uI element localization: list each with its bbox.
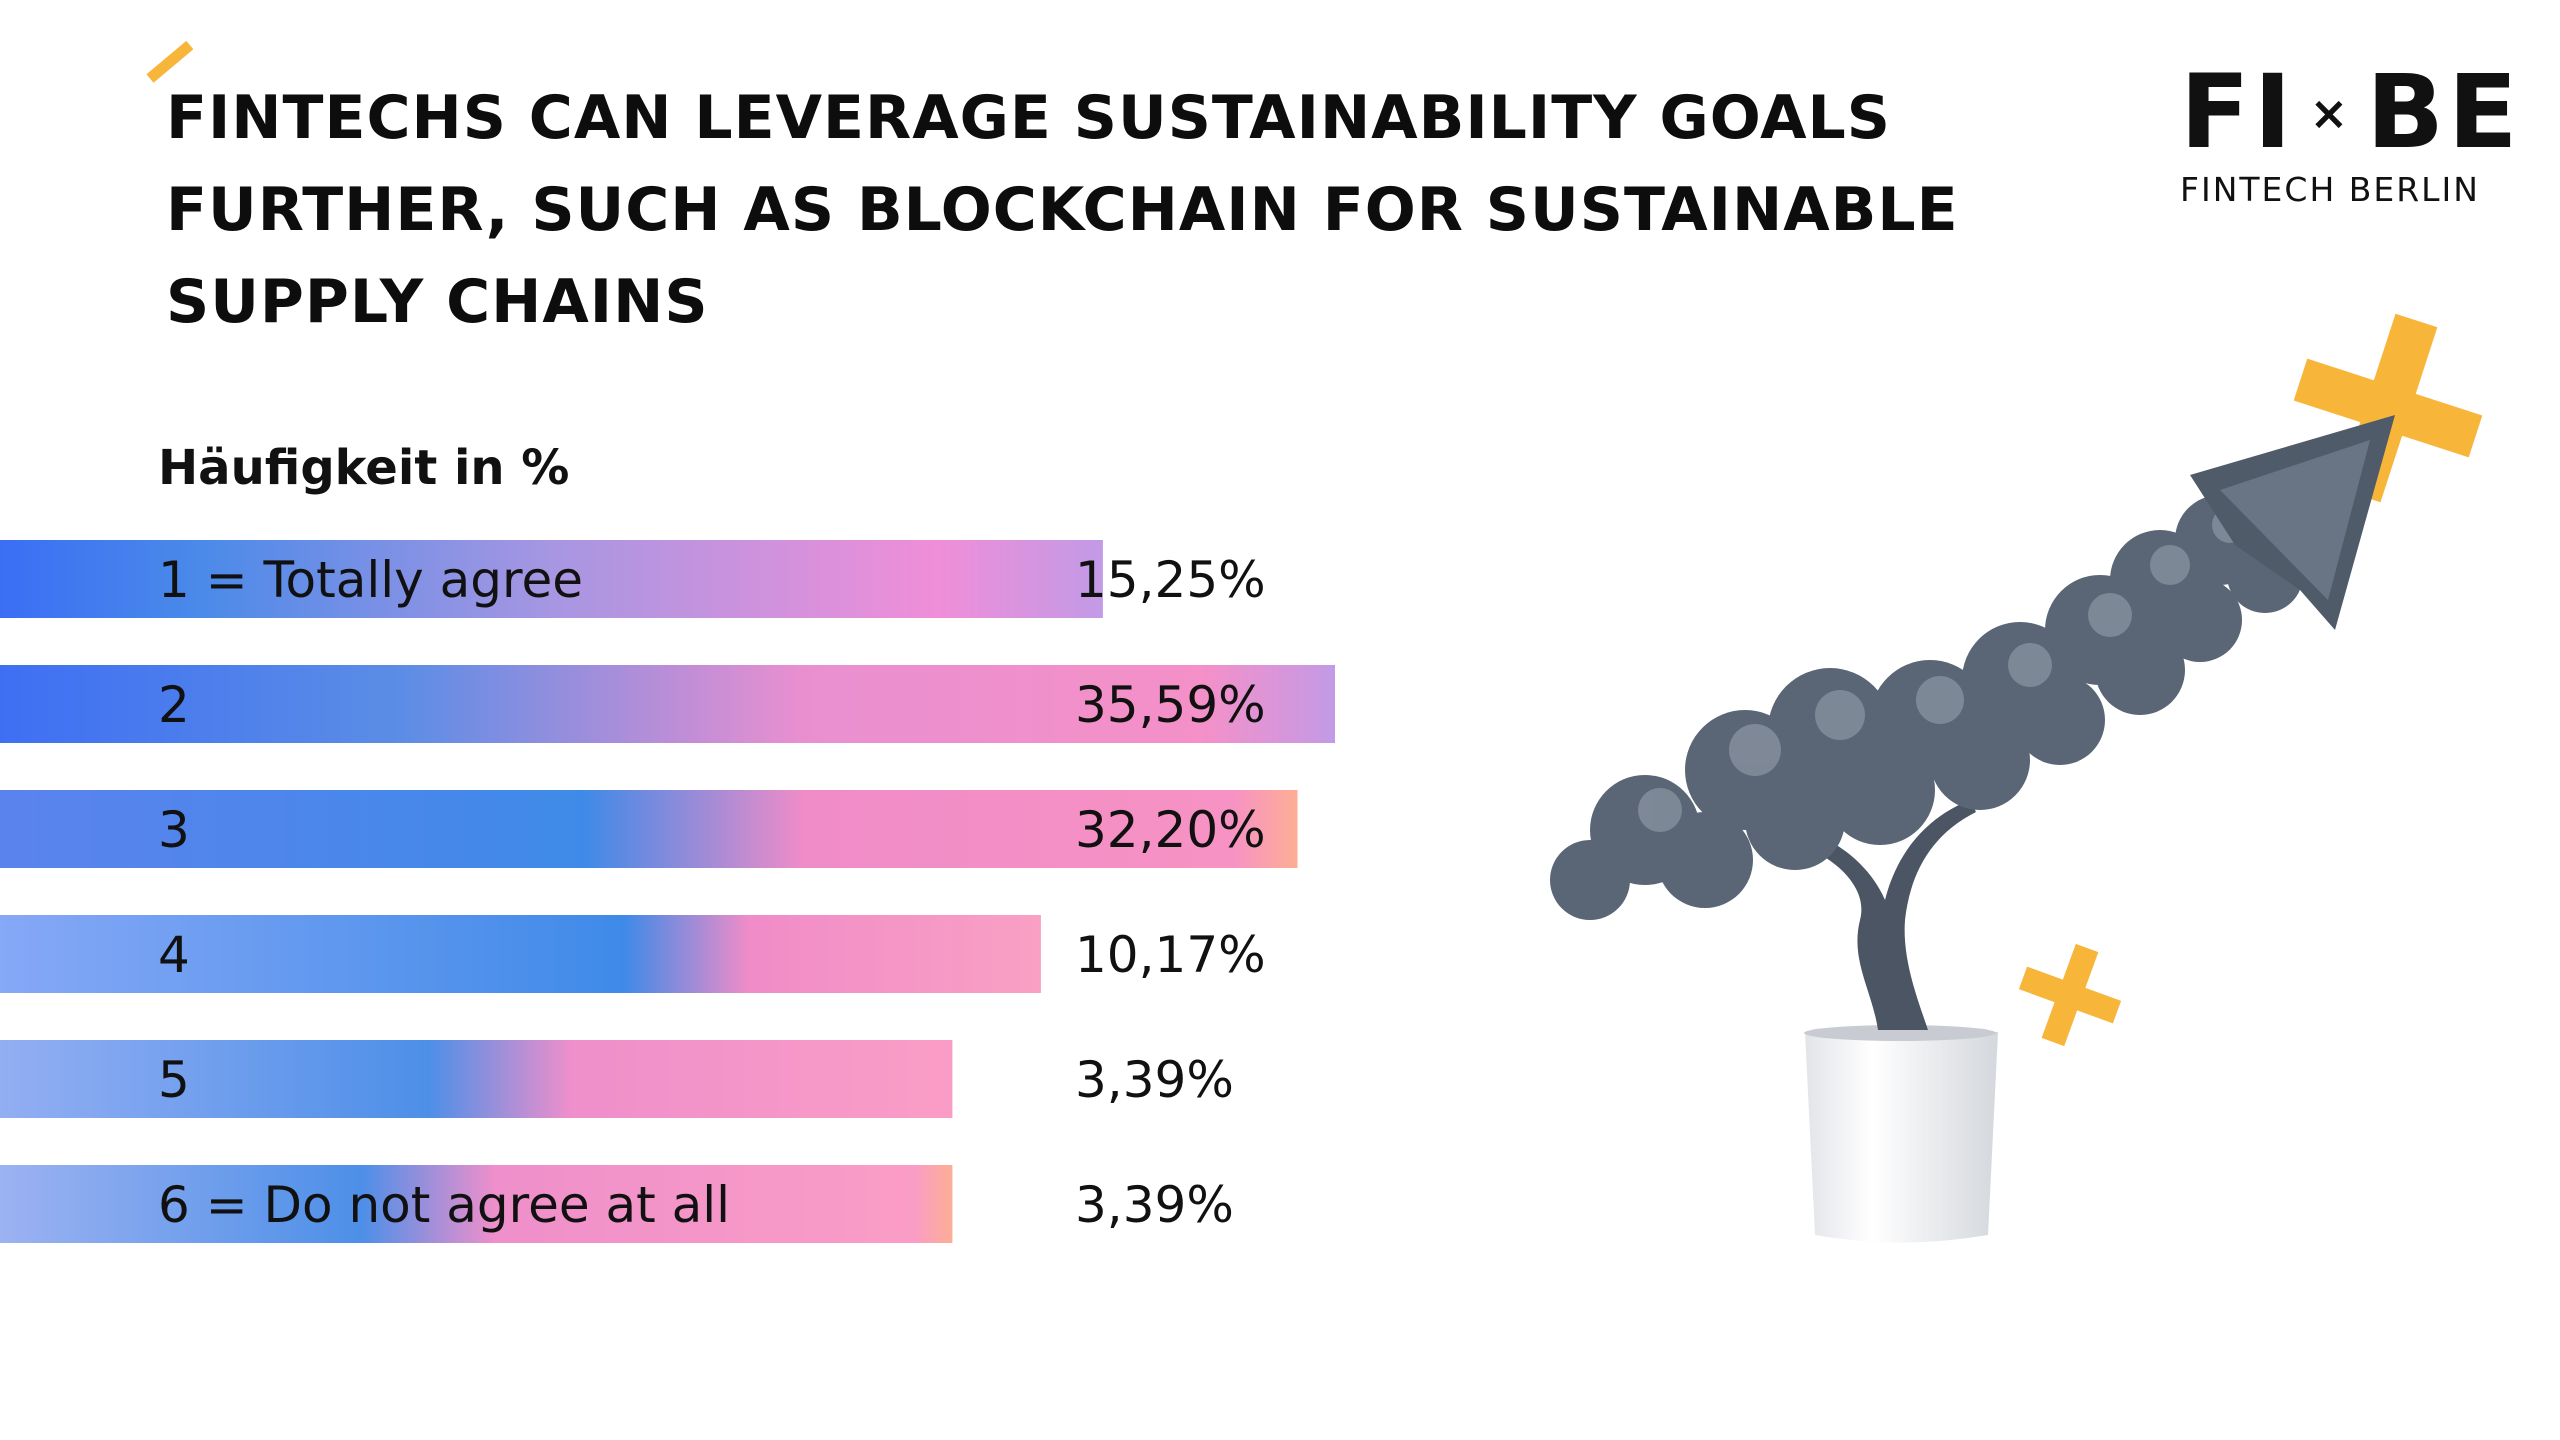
value-label-6: 3,39% [1075,1176,1234,1234]
tree-trunk [1800,800,1976,1030]
bar-2 [0,665,1335,743]
category-label-6: 6 = Do not agree at all [158,1176,730,1234]
value-label-4: 10,17% [1075,926,1266,984]
yellow-plus-small-icon [2018,943,2122,1047]
page-title: FINTECHS CAN LEVERAGE SUSTAINABILITY GOA… [166,83,1959,337]
logo-mark-right: BE [2366,53,2522,172]
bar-5 [0,1040,953,1118]
value-label-5: 3,39% [1075,1051,1234,1109]
plant-pot [1805,1032,1998,1243]
logo-subtitle: FINTECH BERLIN [2180,170,2480,209]
bar-chart: 1 = Totally agree 2 3 4 5 6 = Do not agree at… [0,540,1335,1243]
category-labels: 1 = Totally agree 2 3 4 5 6 = Do not agree at… [158,551,730,1234]
category-label-2: 2 [158,676,190,734]
tree-arrow-in-pot-icon [1550,313,2483,1243]
value-label-2: 35,59% [1075,676,1266,734]
value-labels: 15,25% 35,59% 32,20% 10,17% 3,39% 3,39% [1075,551,1266,1234]
logo-mark-left: FI [2180,53,2296,172]
axis-label: Häufigkeit in % [158,440,570,496]
category-label-5: 5 [158,1051,190,1109]
bars-group [0,540,1335,1243]
category-label-3: 3 [158,801,190,859]
bar-4 [0,915,1041,993]
logo-mark: FI × BE [2180,58,2520,168]
bar-1 [0,540,1103,618]
logo-mark-separator: × [2309,86,2353,140]
bar-6 [0,1165,953,1243]
category-label-1: 1 = Totally agree [158,551,583,609]
value-label-1: 15,25% [1075,551,1266,609]
fintech-berlin-logo: FI × BE FINTECH BERLIN [2180,58,2520,210]
value-label-3: 32,20% [1075,801,1266,859]
category-label-4: 4 [158,926,190,984]
tree-foliage [1550,495,2303,920]
bar-3 [0,790,1298,868]
